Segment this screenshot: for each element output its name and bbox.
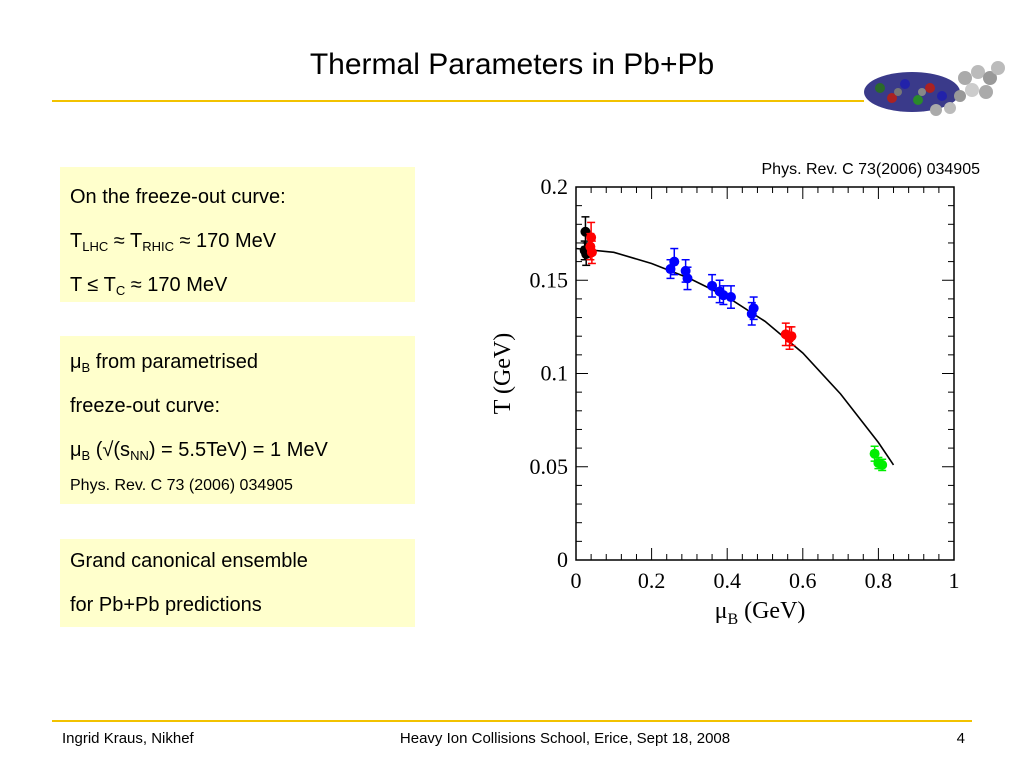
mu-b-line-2: freeze-out curve: — [70, 395, 221, 417]
plot-frame — [575, 186, 955, 561]
x-tick-label: 0.6 — [789, 568, 817, 593]
text-170-mev: ≈ 170 MeV — [173, 230, 277, 252]
data-point — [725, 292, 736, 303]
chart-reference: Phys. Rev. C 73(2006) 034905 — [761, 161, 981, 178]
freeze-out-line-2: TLHC ≈ TRHIC ≈ 170 MeV — [70, 219, 405, 263]
mu-symbol: μ — [70, 351, 82, 373]
y-axis-label: T (GeV) — [490, 333, 516, 415]
x-tick-label: 0.2 — [638, 568, 666, 593]
grand-canonical-line-1: Grand canonical ensemble — [70, 550, 308, 572]
x-tick-label: 0.8 — [865, 568, 893, 593]
y-tick-label: 0 — [557, 547, 568, 572]
sub-c: C — [115, 283, 126, 298]
sub-rhic: RHIC — [142, 239, 174, 254]
mu-b-reference: Phys. Rev. C 73 (2006) 034905 — [70, 477, 293, 494]
text-parametrised: from parametrised — [90, 351, 259, 373]
data-point — [586, 247, 597, 258]
freeze-out-line-3: T ≤ TC ≈ 170 MeV — [70, 263, 405, 307]
temperature-vs-mub-chart: 0 0.2 0.4 0.6 0.8 1 0 0.05 0.1 0.15 0.2 μB (GeV) T (… — [490, 174, 960, 628]
y-tick-label: 0.15 — [530, 267, 569, 292]
data-point — [877, 459, 888, 470]
data-point — [869, 448, 880, 459]
text-1-mev: ) = 5.5TeV) = 1 MeV — [148, 439, 328, 461]
data-point — [718, 290, 729, 301]
slide-title: Thermal Parameters in Pb+Pb — [309, 48, 715, 81]
data-point — [707, 280, 718, 291]
y-tick-label: 0.2 — [541, 174, 569, 199]
x-tick-label: 1 — [949, 568, 960, 593]
mu-b-box: μB from parametrised freeze-out curve: μ… — [60, 336, 415, 504]
title-divider — [52, 100, 864, 102]
x-tick-label: 0.4 — [713, 568, 741, 593]
text-t-le-t: T ≤ T — [70, 274, 116, 296]
freeze-out-box: On the freeze-out curve: TLHC ≈ TRHIC ≈ … — [60, 167, 415, 302]
y-tick-label: 0.05 — [530, 454, 569, 479]
grand-canonical-line-2: for Pb+Pb predictions — [70, 594, 262, 616]
data-point — [682, 273, 693, 284]
footer-event: Heavy Ion Collisions School, Erice, Sept… — [399, 730, 731, 747]
data-point — [669, 256, 680, 267]
text-approx-t: ≈ T — [108, 230, 143, 252]
mu-symbol-2: μ — [70, 439, 82, 461]
data-point — [786, 331, 797, 342]
text-t: T — [70, 230, 83, 252]
nucleus-left — [864, 72, 960, 112]
mu-b-line-1: μB from parametrised — [70, 340, 405, 384]
freeze-out-line-1: On the freeze-out curve: — [70, 186, 286, 208]
y-tick-label: 0.1 — [541, 361, 569, 386]
data-point — [665, 264, 676, 275]
grand-canonical-box: Grand canonical ensemble for Pb+Pb predi… — [60, 539, 415, 627]
mu-b-line-3: μB (√(sNN) = 5.5TeV) = 1 MeV — [70, 428, 405, 472]
freeze-out-curve — [575, 247, 895, 466]
footer-author: Ingrid Kraus, Nikhef — [62, 730, 194, 747]
nucleus-right — [930, 61, 1005, 116]
sub-nn: NN — [130, 448, 149, 463]
x-tick-label: 0 — [571, 568, 582, 593]
sub-b-2: B — [81, 448, 91, 463]
text-170-mev-2: ≈ 170 MeV — [125, 274, 228, 296]
sub-lhc: LHC — [82, 239, 109, 254]
text-sqrt-s: (√(s — [90, 439, 131, 461]
sub-b: B — [81, 360, 91, 375]
colliding-nuclei-illustration — [864, 61, 1005, 116]
data-point — [586, 232, 597, 243]
data-point — [748, 303, 759, 314]
footer-divider — [52, 720, 972, 722]
page-number: 4 — [956, 730, 965, 747]
x-axis-label: μB (GeV) — [715, 598, 806, 628]
